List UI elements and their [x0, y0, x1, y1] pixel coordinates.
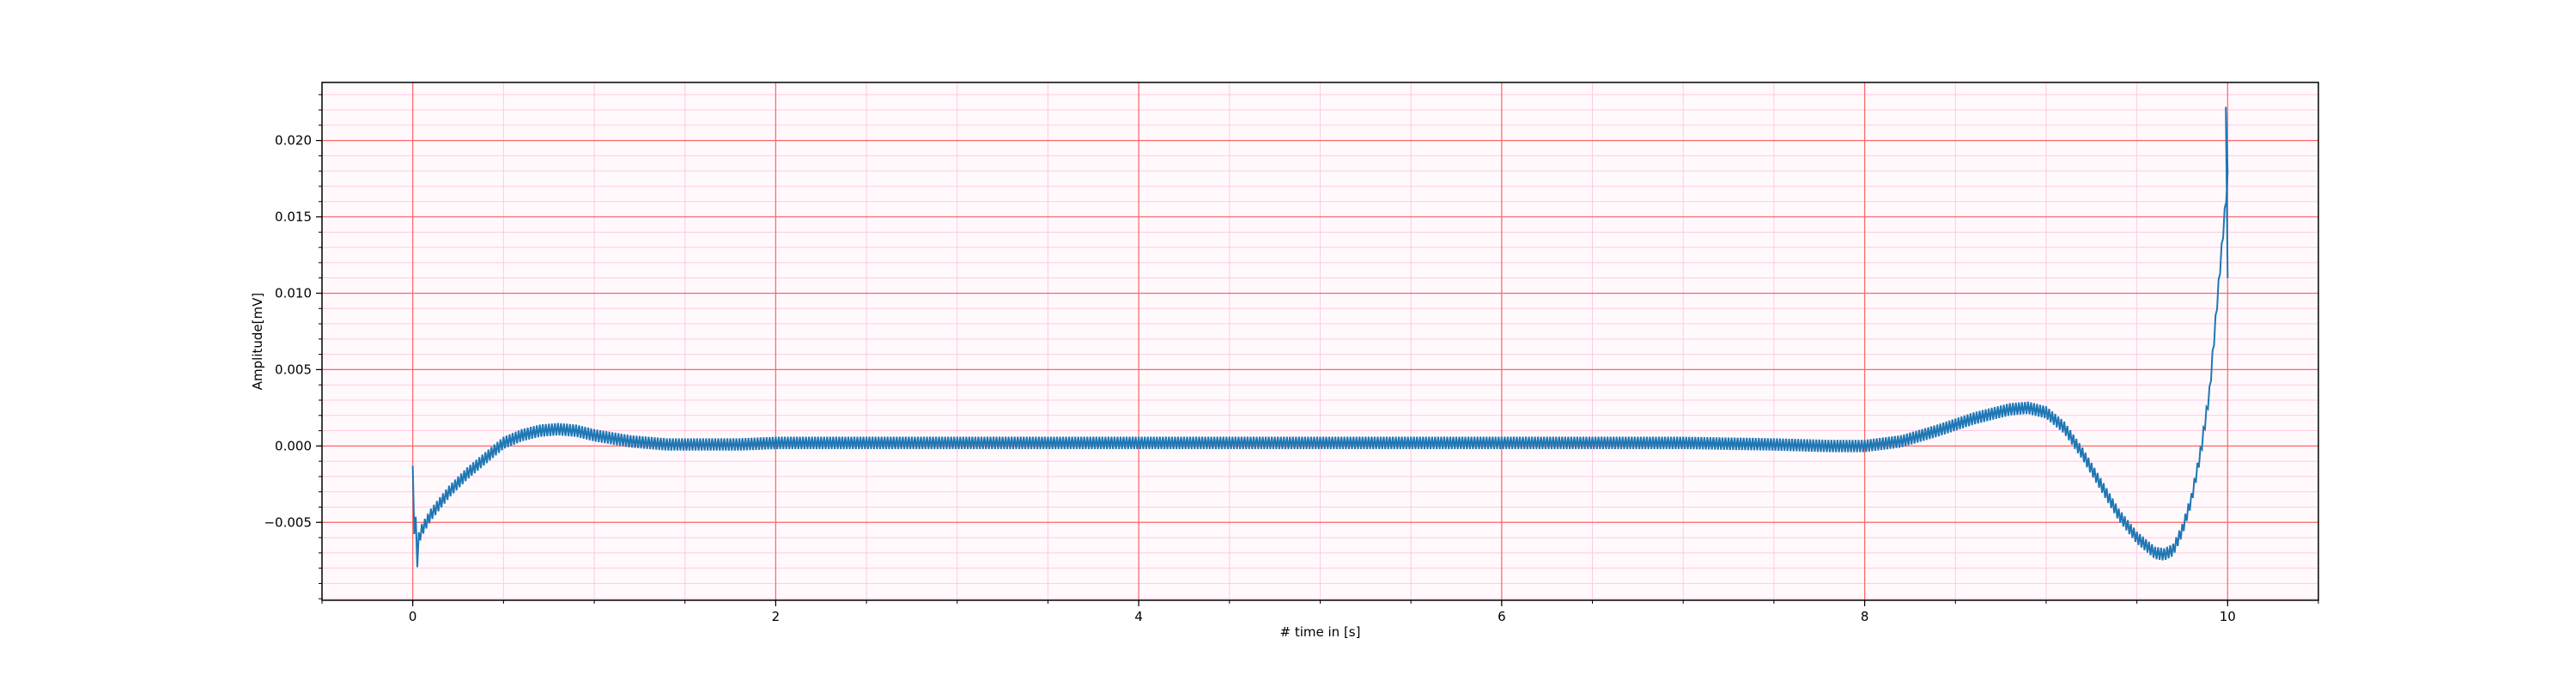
y-axis-label: Amplitude[mV] [250, 293, 265, 390]
plot-area [321, 82, 2319, 601]
x-tick-label: 2 [772, 609, 781, 624]
y-axis: −0.005 0.000 0.005 0.010 0.015 0.020 [264, 94, 322, 599]
x-axis-label: # time in [s] [1280, 624, 1361, 640]
y-tick-label: 0.005 [275, 362, 312, 377]
x-axis: 0 2 4 6 8 10 [321, 600, 2319, 624]
x-tick-label: 0 [409, 609, 417, 624]
y-tick-label: 0.020 [275, 133, 312, 149]
x-tick-label: 6 [1498, 609, 1506, 624]
x-tick-label: 10 [2220, 609, 2236, 624]
series-line [411, 106, 2229, 568]
y-tick-label: −0.005 [264, 514, 312, 530]
y-tick-label: 0.000 [275, 438, 312, 453]
y-tick-label: 0.015 [275, 210, 312, 225]
x-tick-label: 4 [1134, 609, 1143, 624]
x-tick-label: 8 [1861, 609, 1869, 624]
y-tick-label: 0.010 [275, 285, 312, 301]
